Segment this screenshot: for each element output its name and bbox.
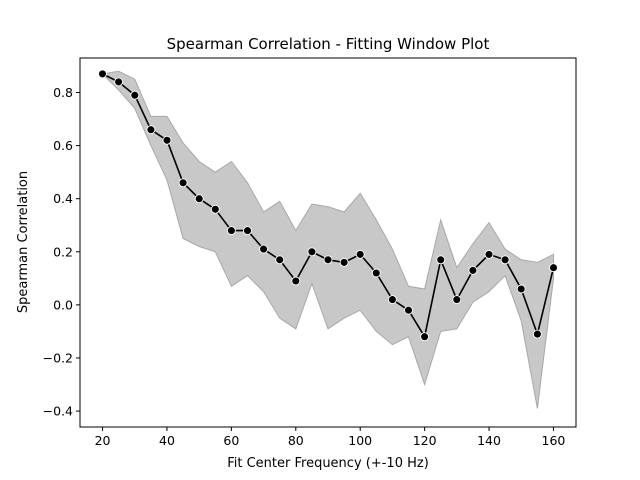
x-tick-label: 20 [95,433,111,448]
x-tick-label: 60 [223,433,239,448]
y-tick-label: 0.8 [53,85,73,100]
data-point [468,265,478,275]
data-point [484,249,494,259]
data-point [162,135,172,145]
data-point [532,329,542,339]
y-axis: −0.4 −0.2 0.0 0.2 0.4 0.6 0.8 [43,85,80,419]
data-point [178,178,188,188]
data-point [291,276,301,286]
data-point [307,247,317,257]
data-point [194,194,204,204]
x-tick-label: 40 [159,433,175,448]
data-point [210,204,220,214]
data-point [500,255,510,265]
data-point [98,69,107,79]
data-point [114,77,124,87]
data-point [355,249,365,259]
data-point [452,295,462,305]
y-axis-label: Spearman Correlation [16,171,31,313]
y-tick-label: −0.2 [43,350,73,365]
data-point [420,332,430,342]
data-point [259,244,269,254]
x-tick-label: 80 [288,433,304,448]
data-point [243,226,252,236]
data-point [146,125,156,135]
data-point [275,255,285,265]
confidence-band [101,70,554,409]
chart-title: Spearman Correlation - Fitting Window Pl… [167,35,490,53]
data-point [387,295,397,305]
x-tick-label: 140 [477,433,501,448]
y-tick-label: 0.2 [53,244,73,259]
data-point [339,257,349,267]
y-tick-label: 0.4 [53,191,73,206]
data-point [226,226,236,236]
x-tick-label: 100 [348,433,372,448]
plot-frame [79,57,577,428]
y-tick-label: −0.4 [43,404,73,419]
y-tick-label: 0.6 [53,138,73,153]
data-point [323,255,333,265]
data-point [130,90,140,100]
data-point [436,255,446,265]
x-tick-label: 120 [413,433,437,448]
x-axis: 20 40 60 80 100 120 140 160 [95,427,566,448]
data-point [549,263,558,273]
data-point [404,305,413,315]
x-tick-label: 160 [542,433,566,448]
data-point [516,284,526,294]
y-tick-label: 0.0 [53,297,73,312]
x-axis-label: Fit Center Frequency (+-10 Hz) [227,456,429,471]
data-point [371,268,381,278]
